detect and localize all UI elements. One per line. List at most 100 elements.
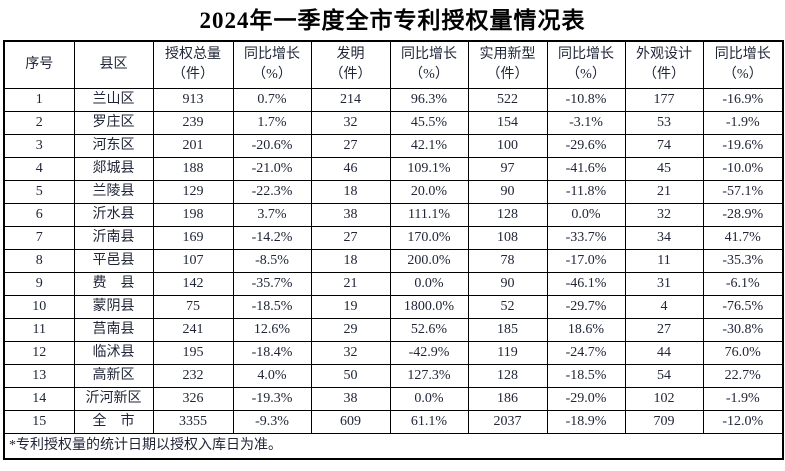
table-cell: -46.1% xyxy=(546,272,626,296)
table-cell: 沂水县 xyxy=(73,203,154,227)
table-cell: 127.3% xyxy=(389,364,469,388)
table-cell: 45 xyxy=(624,157,704,181)
table-cell: 2 xyxy=(3,111,75,135)
table-cell: -6.1% xyxy=(702,272,784,296)
table-cell: 128 xyxy=(467,203,548,227)
table-cell: -29.0% xyxy=(546,387,626,411)
table-cell: -8.5% xyxy=(232,249,312,273)
table-cell: 1.7% xyxy=(232,111,312,135)
table-cell: 3355 xyxy=(152,410,234,434)
table-row: 15 全 市 3355 -9.3% 609 61.1% 2037 -18.9% 709 -12.0… xyxy=(3,410,784,434)
table-cell: 102 xyxy=(624,387,704,411)
table-row: 4 郯城县 188 -21.0% 46 109.1% 97 -41.6% 45 -10.0% xyxy=(3,157,784,181)
table-cell: 97 xyxy=(467,157,548,181)
table-cell: 4 xyxy=(624,295,704,319)
table-cell: -18.4% xyxy=(232,341,312,365)
table-cell: 96.3% xyxy=(389,88,469,112)
table-cell: 90 xyxy=(467,272,548,296)
table-cell: 128 xyxy=(467,364,548,388)
table-cell: 214 xyxy=(310,88,391,112)
table-cell: 费 县 xyxy=(73,272,154,296)
table-cell: 罗庄区 xyxy=(73,111,154,135)
header-cell: 同比增长 （%） xyxy=(389,40,469,89)
table-cell: 莒南县 xyxy=(73,318,154,342)
table-cell: 沂南县 xyxy=(73,226,154,250)
table-cell: -9.3% xyxy=(232,410,312,434)
table-cell: 609 xyxy=(310,410,391,434)
table-cell: 27 xyxy=(310,226,391,250)
table-cell: 90 xyxy=(467,180,548,204)
table-cell: 18.6% xyxy=(546,318,626,342)
table-cell: -3.1% xyxy=(546,111,626,135)
table-cell: -1.9% xyxy=(702,111,784,135)
table-row: 13 高新区 232 4.0% 50 127.3% 128 -18.5% 54 22.7% xyxy=(3,364,784,388)
table-cell: 46 xyxy=(310,157,391,181)
header-cell: 实用新型 （件） xyxy=(467,40,548,89)
header-cell: 授权总量 （件） xyxy=(152,40,234,89)
table-cell: 兰陵县 xyxy=(73,180,154,204)
table-row: 8 平邑县 107 -8.5% 18 200.0% 78 -17.0% 11 -35.3% xyxy=(3,249,784,273)
table-row: 3 河东区 201 -20.6% 27 42.1% 100 -29.6% 74 -19.6% xyxy=(3,134,784,158)
table-cell: 高新区 xyxy=(73,364,154,388)
table-cell: 平邑县 xyxy=(73,249,154,273)
table-cell: 32 xyxy=(310,111,391,135)
table-cell: 107 xyxy=(152,249,234,273)
table-header: 序号 县区 授权总量 （件） 同比增长 （%） 发明 （件） 同比增长 （%） 实用新型 （… xyxy=(3,40,784,89)
table-cell: -16.9% xyxy=(702,88,784,112)
table-cell: -30.8% xyxy=(702,318,784,342)
table-cell: -20.6% xyxy=(232,134,312,158)
table-cell: -76.5% xyxy=(702,295,784,319)
table-row: 5 兰陵县 129 -22.3% 18 20.0% 90 -11.8% 21 -57.1% xyxy=(3,180,784,204)
header-cell: 县区 xyxy=(73,40,154,89)
table-cell: 241 xyxy=(152,318,234,342)
table-cell: 7 xyxy=(3,226,75,250)
table-cell: 20.0% xyxy=(389,180,469,204)
table-cell: 154 xyxy=(467,111,548,135)
table-cell: 76.0% xyxy=(702,341,784,365)
table-row: 14 沂河新区 326 -19.3% 38 0.0% 186 -29.0% 102 -1.9% xyxy=(3,387,784,411)
table-row: 2 罗庄区 239 1.7% 32 45.5% 154 -3.1% 53 -1.9% xyxy=(3,111,784,135)
table-cell: 临沭县 xyxy=(73,341,154,365)
table-cell: 27 xyxy=(310,134,391,158)
table-row: 6 沂水县 198 3.7% 38 111.1% 128 0.0% 32 -28.9% xyxy=(3,203,784,227)
table-cell: 蒙阴县 xyxy=(73,295,154,319)
table-cell: 54 xyxy=(624,364,704,388)
table-cell: 177 xyxy=(624,88,704,112)
table-cell: 170.0% xyxy=(389,226,469,250)
table-cell: -18.5% xyxy=(546,364,626,388)
table-cell: -29.7% xyxy=(546,295,626,319)
table-cell: 沂河新区 xyxy=(73,387,154,411)
table-cell: -11.8% xyxy=(546,180,626,204)
table-row: 1 兰山区 913 0.7% 214 96.3% 522 -10.8% 177 -16.9% xyxy=(3,88,784,112)
table-cell: -57.1% xyxy=(702,180,784,204)
table-cell: 53 xyxy=(624,111,704,135)
table-cell: 8 xyxy=(3,249,75,273)
table-cell: 11 xyxy=(624,249,704,273)
footnote-row: *专利授权量的统计日期以授权入库日为准。 xyxy=(3,433,784,460)
table-cell: 21 xyxy=(310,272,391,296)
table-cell: 61.1% xyxy=(389,410,469,434)
header-cell: 同比增长 （%） xyxy=(546,40,626,89)
table-footnote: *专利授权量的统计日期以授权入库日为准。 xyxy=(3,433,784,460)
table-cell: 13 xyxy=(3,364,75,388)
table-cell: 31 xyxy=(624,272,704,296)
table-footer: *专利授权量的统计日期以授权入库日为准。 xyxy=(3,433,784,460)
table-row: 10 蒙阴县 75 -18.5% 19 1800.0% 52 -29.7% 4 -76.5% xyxy=(3,295,784,319)
table-cell: -41.6% xyxy=(546,157,626,181)
table-cell: 12.6% xyxy=(232,318,312,342)
table-cell: 239 xyxy=(152,111,234,135)
table-cell: -17.0% xyxy=(546,249,626,273)
table-cell: 0.0% xyxy=(389,272,469,296)
table-cell: 4.0% xyxy=(232,364,312,388)
table-cell: 195 xyxy=(152,341,234,365)
table-cell: 111.1% xyxy=(389,203,469,227)
table-cell: 52 xyxy=(467,295,548,319)
table-cell: 38 xyxy=(310,203,391,227)
table-cell: 32 xyxy=(624,203,704,227)
table-cell: 326 xyxy=(152,387,234,411)
table-cell: 1 xyxy=(3,88,75,112)
table-cell: 119 xyxy=(467,341,548,365)
table-cell: 0.0% xyxy=(546,203,626,227)
